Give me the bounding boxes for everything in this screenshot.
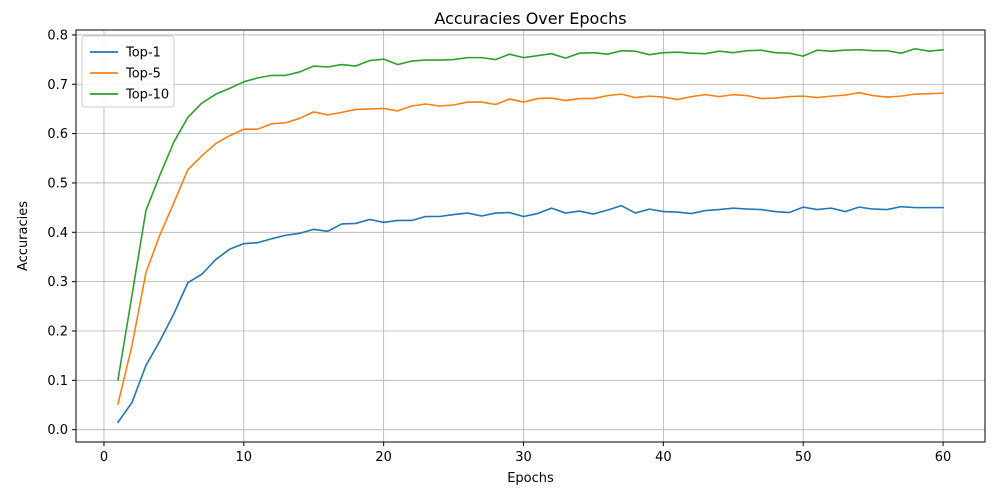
- y-tick-label: 0.0: [47, 423, 68, 438]
- y-tick-label: 0.3: [47, 275, 68, 290]
- y-tick-label: 0.7: [47, 78, 68, 93]
- x-axis-title: Epochs: [507, 471, 554, 486]
- y-axis-title: Accuracies: [16, 201, 31, 271]
- x-tick-label: 10: [236, 450, 253, 465]
- legend-label-top-5: Top-5: [125, 67, 161, 82]
- y-tick-label: 0.4: [47, 226, 68, 241]
- legend: Top-1 Top-5 Top-10: [81, 35, 175, 108]
- x-tick-label: 30: [515, 450, 532, 465]
- y-tick-label: 0.5: [47, 176, 68, 191]
- series-line-top-1: [116, 204, 944, 424]
- series-line-top-5: [116, 91, 944, 405]
- x-tick-label: 40: [655, 450, 672, 465]
- y-tick-label: 0.1: [47, 374, 68, 389]
- series-lines: [116, 47, 944, 424]
- plot-frame: [75, 29, 986, 443]
- y-tick-label: 0.2: [47, 324, 68, 339]
- legend-label-top-1: Top-1: [125, 46, 161, 61]
- x-tick-label: 50: [795, 450, 812, 465]
- legend-box: [81, 35, 175, 108]
- axis-ticks: 0 10 20 30 40 50 60 0.0 0.1 0.2 0.3 0.4 0.5 0.6 0.7 0.8: [47, 28, 951, 465]
- legend-label-top-10: Top-10: [125, 88, 169, 103]
- x-tick-label: 0: [100, 450, 108, 465]
- grid: [76, 30, 985, 442]
- series-line-top-10: [117, 47, 944, 381]
- x-tick-label: 20: [375, 450, 392, 465]
- chart-title: Accuracies Over Epochs: [434, 9, 626, 28]
- x-tick-label: 60: [935, 450, 952, 465]
- y-tick-label: 0.8: [47, 28, 68, 43]
- y-tick-label: 0.6: [47, 127, 68, 142]
